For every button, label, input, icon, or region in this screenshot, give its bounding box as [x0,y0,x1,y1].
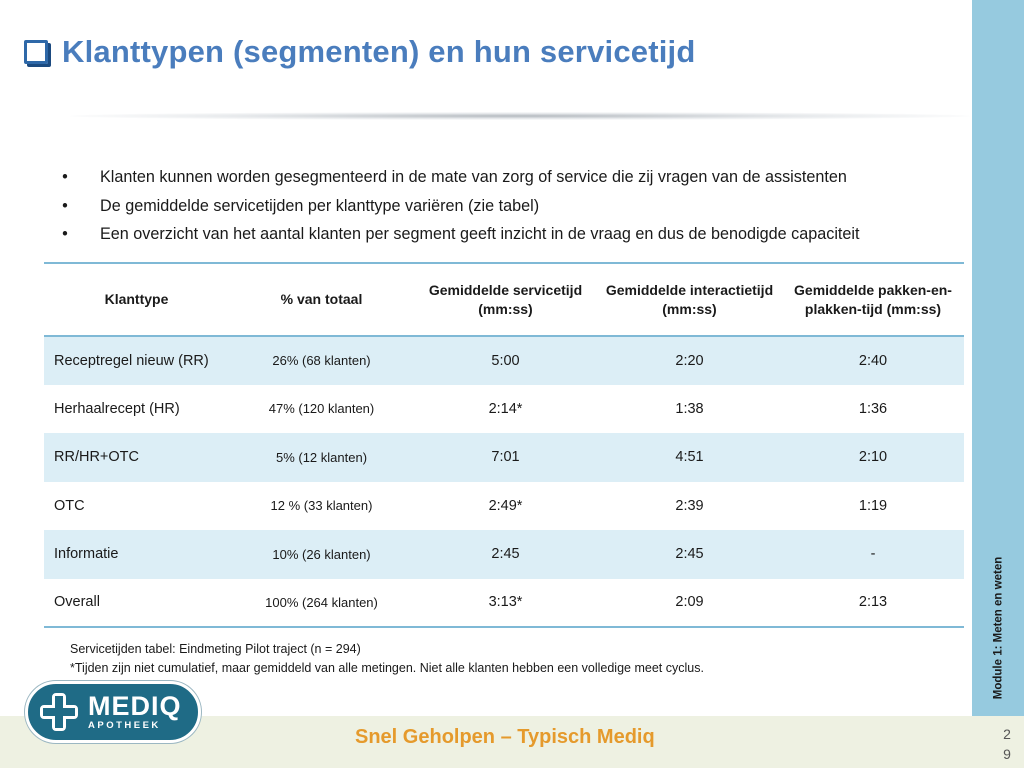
cell-percentage: 5% (12 klanten) [229,433,414,482]
bullet-dot: • [62,196,68,215]
cell-percentage: 47% (120 klanten) [268,401,375,417]
cell-interactietijd: 2:39 [675,497,704,514]
header-percentage: % van totaal [229,262,414,337]
bullet-text: De gemiddelde servicetijden per klanttyp… [100,196,540,215]
slide-title-bar: Klanttypen (segmenten) en hun servicetij… [24,34,695,70]
footer-tagline: Snel Geholpen – Typisch Mediq [355,726,655,748]
cell-pakken-plakken-tijd: 1:19 [858,497,888,514]
cell-klanttype: Overall [44,578,229,628]
cell-interactietijd: 1:38 [675,400,704,417]
header-servicetijd: Gemiddelde servicetijd (mm:ss) [414,262,597,337]
mediq-logo: MEDIQ APOTHEEK [25,681,201,743]
table-row: Overall 100% (264 klanten) 3:13* 2:09 2:… [44,578,964,628]
cell-klanttype: Informatie [44,530,229,579]
cell-servicetijd: 2:14* [488,400,523,417]
bullet-dot: • [62,225,68,243]
page-number-digit: 9 [1003,746,1011,762]
cell-klanttype: OTC [54,497,85,514]
cell-servicetijd: 5:00 [414,336,597,385]
logo-wordmark: MEDIQ APOTHEEK [88,692,182,732]
table-header-row: Klanttype % van totaal Gemiddelde servic… [44,262,964,337]
table-row: RR/HR+OTC 5% (12 klanten) 7:01 4:51 2:10 [44,433,964,482]
title-divider [70,112,970,120]
bullet-item: • De gemiddelde servicetijden per klantty… [60,192,860,221]
cell-pakken-plakken-tijd: - [782,530,964,579]
cell-klanttype: Receptregel nieuw (RR) [44,336,229,385]
table-source-note: Servicetijden tabel: Eindmeting Pilot tr… [70,642,361,656]
cell-percentage: 10% (26 klanten) [229,530,414,579]
cell-servicetijd: 2:49* [488,497,523,514]
cell-servicetijd: 7:01 [414,433,597,482]
table-row: Receptregel nieuw (RR) 26% (68 klanten) … [44,336,964,385]
logo-brand: MEDIQ [88,691,182,721]
pharmacy-cross-icon [40,693,78,731]
table-row: OTC 12 % (33 klanten) 2:49* 2:39 1:19 [44,482,964,531]
cell-interactietijd: 2:45 [597,530,782,579]
logo-subtitle: APOTHEEK [88,720,161,731]
service-time-table: Klanttype % van totaal Gemiddelde servic… [44,262,964,628]
page-number-digit: 2 [1003,726,1011,742]
page-number: 2 9 [1000,724,1014,764]
checkbox-bullet-icon [24,40,48,64]
header-interactietijd: Gemiddelde interactietijd (mm:ss) [597,262,782,337]
cell-servicetijd: 2:45 [414,530,597,579]
cell-interactietijd: 4:51 [597,433,782,482]
cell-pakken-plakken-tijd: 2:10 [782,433,964,482]
header-pakken-plakken-tijd: Gemiddelde pakken-en-plakken-tijd (mm:ss… [782,262,964,337]
cell-interactietijd: 2:20 [597,336,782,385]
cell-percentage: 12 % (33 klanten) [270,498,373,514]
bullet-item: • Een overzicht van het aantal klanten pe… [60,220,860,249]
cell-klanttype: RR/HR+OTC [44,433,229,482]
table-footnote: *Tijden zijn niet cumulatief, maar gemid… [70,661,704,675]
cell-percentage: 26% (68 klanten) [229,336,414,385]
module-label-text: Module 1: Meten en weten [992,556,1004,699]
cell-klanttype: Herhaalrecept (HR) [54,400,180,417]
slide-title: Klanttypen (segmenten) en hun servicetij… [62,34,696,69]
cell-interactietijd: 2:09 [597,578,782,628]
bullet-list: • Klanten kunnen worden gesegmenteerd in … [60,163,860,249]
cell-servicetijd: 3:13* [414,578,597,628]
cell-percentage: 100% (264 klanten) [229,578,414,628]
table-row: Herhaalrecept (HR) 47% (120 klanten) 2:1… [44,385,964,434]
module-label: Module 1: Meten en weten [984,545,1012,710]
cell-pakken-plakken-tijd: 2:40 [782,336,964,385]
bullet-item: • Klanten kunnen worden gesegmenteerd in … [60,163,860,192]
bullet-text: Klanten kunnen worden gesegmenteerd in d… [100,168,847,186]
table-notes: Servicetijden tabel: Eindmeting Pilot tr… [70,640,704,678]
table-row: Informatie 10% (26 klanten) 2:45 2:45 - [44,530,964,579]
cell-pakken-plakken-tijd: 1:36 [858,400,888,417]
side-strip [972,0,1024,716]
cell-pakken-plakken-tijd: 2:13 [782,578,964,628]
bullet-dot: • [62,168,68,186]
header-klanttype: Klanttype [44,262,229,337]
bullet-text: Een overzicht van het aantal klanten per… [100,225,860,243]
